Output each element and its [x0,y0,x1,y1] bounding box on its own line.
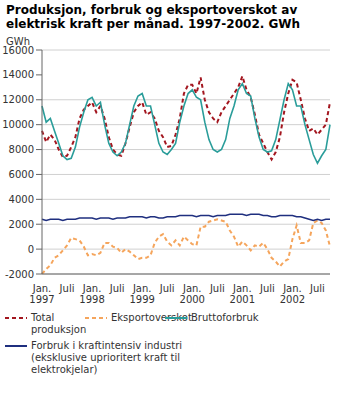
svg-text:Juli: Juli [259,283,275,294]
svg-text:6000: 6000 [9,169,34,180]
svg-text:2000: 2000 [9,219,34,230]
svg-text:Juli: Juli [309,283,325,294]
html-text:Forbruk i kraftintensiv indust: Forbruk i kraftintensiv industri (eksklu… [31,340,183,375]
svg-text:Juli: Juli [109,283,125,294]
svg-text:10000: 10000 [8,119,34,130]
svg-text:0: 0 [28,244,34,255]
svg-text:-2000: -2000 [8,269,34,280]
svg-text:4000: 4000 [9,194,34,205]
svg-text:Juli: Juli [159,283,175,294]
html-text:Total produksjon: Total produksjon [31,312,87,335]
svg-text:Juli: Juli [209,283,225,294]
svg-text:14000: 14000 [8,69,34,80]
svg-text:Jan.1999: Jan.1999 [129,283,154,305]
svg-text:Jan.2002: Jan.2002 [280,283,305,305]
svg-text:Jan.2001: Jan.2001 [230,283,255,305]
svg-text:Jan.1997: Jan.1997 [29,283,54,305]
html-text:Eksportoverskot Bruttoforbruk: Eksportoverskot Bruttoforbruk [111,312,259,323]
svg-text:Jan.1998: Jan.1998 [79,283,104,305]
svg-text:Jan.2000: Jan.2000 [180,283,205,305]
svg-text:8000: 8000 [9,144,34,155]
html-text:Produksjon, forbruk og eksport: Produksjon, forbruk og eksportoverskot a… [6,3,301,31]
svg-text:16000: 16000 [8,45,34,56]
svg-text:Juli: Juli [59,283,75,294]
html-text:GWh: GWh [6,36,30,47]
svg-text:12000: 12000 [8,94,34,105]
